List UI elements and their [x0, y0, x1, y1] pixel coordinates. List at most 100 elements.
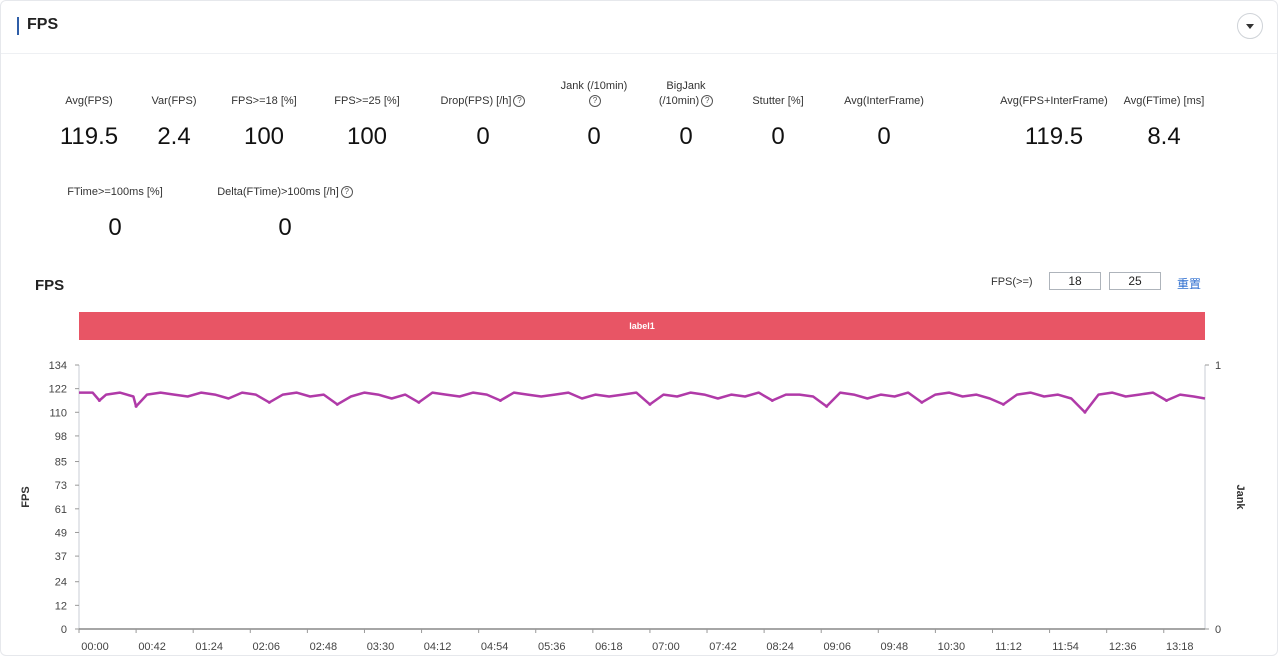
chart-title: FPS: [35, 277, 65, 294]
metric-label: Drop(FPS) [/h]?: [413, 94, 553, 109]
y-tick-label: 73: [55, 480, 67, 492]
x-tick-label: 12:36: [1109, 641, 1137, 653]
y-tick-label: 12: [55, 600, 67, 612]
fps-threshold-input-1[interactable]: [1049, 272, 1101, 290]
fps-series-point: [1001, 402, 1005, 406]
metric-9: Avg(FPS+InterFrame) 119.5: [984, 94, 1124, 151]
y-tick-label: 49: [55, 527, 67, 539]
collapse-button[interactable]: [1237, 13, 1263, 39]
fps-series-point: [770, 398, 774, 402]
metric-label-text: FPS>=18 [%]: [231, 95, 297, 107]
help-icon[interactable]: ?: [589, 95, 601, 108]
fps-series-line: [79, 391, 1206, 414]
y-tick-label: 61: [55, 504, 67, 516]
metric-row2-0: FTime>=100ms [%] 0: [25, 185, 205, 242]
x-tick-label: 00:00: [81, 641, 109, 653]
metric-value: 0: [679, 123, 693, 150]
metric-value: 119.5: [59, 123, 119, 150]
panel-title: FPS: [27, 16, 59, 33]
fps-series-point: [335, 402, 339, 406]
metric-1: Var(FPS) 2.4: [104, 94, 244, 151]
metric-7: Stutter [%] 0: [708, 94, 848, 151]
fps-threshold-label: FPS(>=): [991, 276, 1033, 288]
metric-label-text: FPS>=25 [%]: [334, 95, 400, 107]
fps-series-point: [648, 402, 652, 406]
metric-label: FPS>=18 [%]: [194, 94, 334, 109]
x-tick-label: 00:42: [138, 641, 166, 653]
metric-value: 8.4: [1147, 123, 1181, 150]
x-tick-label: 05:36: [538, 641, 566, 653]
metric-label: FTime>=100ms [%]: [25, 185, 205, 200]
metric-label: Avg(InterFrame): [814, 94, 954, 109]
metric-0: Avg(FPS) 119.5: [19, 94, 159, 151]
x-tick-label: 07:42: [709, 641, 737, 653]
fps-line-chart: 0 12 24 37 49 61 73 85 98 110 122 134 0 1 00:00 00:42 01…: [20, 360, 1246, 653]
metric-value: 119.5: [1024, 123, 1084, 150]
y-axis-title: FPS: [20, 486, 32, 507]
x-tick-label: 13:18: [1166, 641, 1194, 653]
metric-label: Avg(FTime) [ms]: [1094, 94, 1234, 109]
metric-value: 0: [476, 123, 490, 150]
metric-label-text: Stutter [%]: [752, 95, 804, 107]
metric-value: 0: [771, 123, 785, 150]
metric-2: FPS>=18 [%] 100: [194, 94, 334, 151]
help-icon[interactable]: ?: [340, 186, 353, 199]
metric-value: 0: [587, 123, 601, 150]
x-tick-label: 10:30: [938, 641, 966, 653]
fps-series-point: [825, 404, 829, 408]
fps-series-point: [97, 398, 101, 402]
help-icon[interactable]: ?: [701, 95, 714, 108]
x-tick-label: 11:54: [1052, 641, 1079, 653]
y-tick-label: 24: [55, 577, 67, 589]
metric-4: Drop(FPS) [/h]? 0: [413, 94, 553, 151]
metric-label-text: Var(FPS): [151, 95, 197, 107]
metric-label: Var(FPS): [104, 94, 244, 109]
metric-6: BigJank (/10min)? 0: [616, 79, 756, 151]
fps-series-point: [498, 398, 502, 402]
x-tick-label: 03:30: [367, 641, 395, 653]
metric-value: 0: [108, 214, 122, 241]
y-tick-label: 134: [49, 360, 67, 372]
x-tick-label: 09:48: [881, 641, 909, 653]
x-tick-label: 08:24: [766, 641, 794, 653]
metric-label: Delta(FTime)>100ms [/h]?: [195, 185, 375, 200]
reset-link[interactable]: 重置: [1177, 277, 1202, 291]
y-tick-label: 0: [61, 624, 67, 636]
x-tick-label: 09:06: [823, 641, 851, 653]
metric-label: Avg(FPS+InterFrame): [984, 94, 1124, 109]
y-tick-label: 98: [55, 431, 67, 443]
help-icon[interactable]: ?: [513, 95, 526, 108]
fps-series-point: [1083, 410, 1087, 414]
metric-label-text: Drop(FPS) [/h]: [440, 95, 512, 107]
fps-threshold-input-2[interactable]: [1109, 272, 1161, 290]
y-tick-label: 85: [55, 457, 67, 469]
y2-tick-label: 1: [1215, 360, 1221, 372]
y-tick-label: 110: [49, 407, 67, 419]
metric-value: 100: [346, 123, 388, 150]
header-accent-bar: [17, 17, 19, 35]
x-tick-label: 02:06: [253, 641, 281, 653]
x-tick-label: 04:12: [424, 641, 452, 653]
x-tick-label: 01:24: [195, 641, 223, 653]
x-tick-label: 06:18: [595, 641, 623, 653]
metric-value: 100: [243, 123, 285, 150]
x-tick-label: 02:48: [310, 641, 338, 653]
metric-value: 0: [877, 123, 891, 150]
fps-series-point: [417, 400, 421, 404]
label-band: label1: [79, 312, 1205, 340]
chevron-down-icon: [1246, 24, 1254, 29]
metric-label-text: Avg(FPS+InterFrame): [1000, 95, 1108, 107]
metric-label-text: Avg(FTime) [ms]: [1123, 95, 1205, 107]
y2-axis-title: Jank: [1234, 484, 1246, 510]
x-tick-label: 04:54: [481, 641, 509, 653]
metric-label-text: Avg(FPS): [65, 95, 113, 107]
y-tick-label: 37: [55, 551, 67, 563]
metric-3: FPS>=25 [%] 100: [297, 94, 437, 151]
x-tick-label: 07:00: [652, 641, 680, 653]
metric-label-text: Jank (/10min): [560, 80, 628, 92]
metric-label-text: BigJank (/10min): [658, 80, 706, 107]
fps-series-point: [1164, 398, 1168, 402]
fps-series-point: [134, 404, 138, 408]
metric-label: Avg(FPS): [19, 94, 159, 109]
